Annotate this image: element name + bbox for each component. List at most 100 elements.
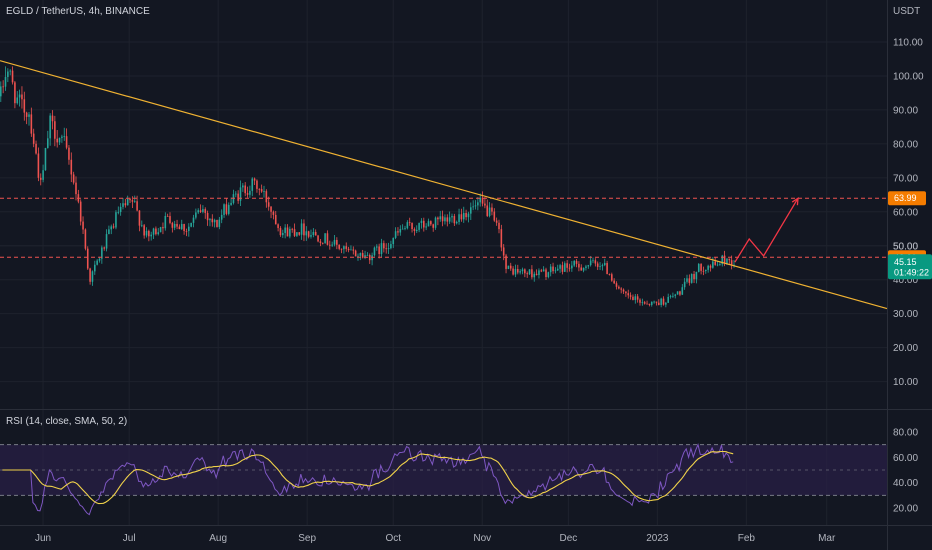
candle-body bbox=[502, 247, 505, 256]
candle-body bbox=[446, 217, 449, 222]
price-tick-label: 30.00 bbox=[893, 309, 918, 320]
candle-body bbox=[296, 232, 298, 236]
candle-body bbox=[526, 273, 528, 275]
candle-body bbox=[599, 266, 601, 268]
candle-body bbox=[359, 253, 362, 256]
candle-body bbox=[138, 210, 141, 226]
candle-body bbox=[484, 203, 486, 206]
rsi-pane bbox=[0, 442, 887, 516]
time-tick-label: Sep bbox=[298, 533, 316, 544]
candle-body bbox=[401, 228, 404, 230]
currency-label: USDT bbox=[893, 6, 920, 17]
candle-body bbox=[35, 143, 37, 154]
candle-body bbox=[279, 228, 282, 236]
candle-body bbox=[23, 99, 26, 113]
candle-body bbox=[373, 247, 376, 256]
candle-body bbox=[246, 193, 249, 195]
candle-body bbox=[672, 295, 674, 297]
candle-body bbox=[667, 296, 669, 303]
candle-body bbox=[82, 221, 84, 230]
candle-body bbox=[28, 114, 30, 117]
candle-body bbox=[75, 182, 77, 195]
candle-body bbox=[293, 229, 296, 236]
symbol-title: EGLD / TetherUS, 4h, BINANCE bbox=[6, 6, 150, 17]
candle-body bbox=[42, 170, 44, 180]
candle-body bbox=[119, 206, 122, 213]
candle-body bbox=[286, 227, 289, 237]
candle-body bbox=[521, 269, 524, 272]
candle-body bbox=[451, 216, 453, 218]
time-axis[interactable]: Jun Jul Aug Sep Oct Nov Dec 2023 Feb Mar bbox=[35, 533, 836, 544]
grid-lines bbox=[0, 0, 887, 525]
candle-body bbox=[387, 248, 390, 250]
candle-body bbox=[606, 263, 608, 274]
candle-body bbox=[592, 260, 594, 262]
candle-body bbox=[129, 198, 131, 201]
candle-body bbox=[185, 231, 188, 232]
candle-body bbox=[681, 287, 684, 295]
candle-body bbox=[171, 222, 174, 228]
candle-body bbox=[61, 136, 63, 138]
candle-body bbox=[338, 244, 340, 249]
candle-body bbox=[242, 185, 244, 188]
candle-body bbox=[218, 219, 221, 227]
candle-body bbox=[618, 286, 620, 289]
candle-body bbox=[453, 216, 456, 224]
candle-body bbox=[423, 220, 425, 228]
candle-body bbox=[535, 273, 538, 276]
candle-body bbox=[474, 205, 477, 207]
candle-body bbox=[533, 273, 536, 278]
candle-body bbox=[575, 260, 578, 264]
candle-body bbox=[622, 289, 625, 292]
candle-body bbox=[258, 188, 261, 190]
candle-body bbox=[500, 229, 503, 248]
candle-body bbox=[192, 217, 195, 223]
candle-body bbox=[124, 203, 127, 206]
candle-body bbox=[542, 269, 545, 272]
level-tag-text: 63.99 bbox=[894, 193, 917, 203]
candle-body bbox=[89, 268, 91, 282]
candle-body bbox=[620, 288, 622, 290]
candle-body bbox=[540, 270, 543, 272]
candle-body bbox=[331, 244, 333, 246]
candle-body bbox=[56, 138, 58, 143]
candle-body bbox=[702, 270, 705, 272]
candle-body bbox=[206, 212, 209, 221]
candle-body bbox=[282, 232, 284, 236]
candle-body bbox=[383, 243, 385, 249]
candle-body bbox=[133, 201, 136, 203]
candle-body bbox=[481, 197, 484, 204]
candle-body bbox=[719, 264, 721, 266]
candle-body bbox=[603, 263, 606, 266]
price-axis[interactable]: 110.00 100.00 90.00 80.00 70.00 60.00 50.00 40.… bbox=[893, 38, 924, 389]
candle-body bbox=[211, 218, 214, 223]
candle-body bbox=[547, 272, 550, 278]
candle-body bbox=[289, 228, 291, 237]
candle-body bbox=[7, 71, 9, 78]
candle-body bbox=[658, 302, 660, 305]
candle-body bbox=[176, 223, 178, 227]
candle-body bbox=[561, 265, 564, 272]
candle-body bbox=[366, 255, 369, 256]
candle-body bbox=[679, 291, 681, 295]
candle-body bbox=[122, 203, 124, 207]
candle-body bbox=[444, 217, 446, 222]
candle-body bbox=[639, 299, 641, 303]
candle-body bbox=[477, 202, 479, 206]
rsi-title: RSI (14, close, SMA, 50, 2) bbox=[6, 416, 127, 427]
candle-body bbox=[117, 212, 120, 213]
candle-body bbox=[110, 226, 113, 230]
candle-body bbox=[394, 231, 397, 238]
candle-body bbox=[392, 237, 395, 245]
candle-body bbox=[190, 222, 192, 227]
rsi-axis[interactable]: 80.00 60.00 40.00 20.00 bbox=[893, 428, 918, 515]
candle-body bbox=[568, 267, 571, 269]
candle-body bbox=[441, 216, 444, 222]
candle-body bbox=[84, 229, 87, 249]
candle-body bbox=[512, 268, 514, 275]
candle-body bbox=[615, 283, 618, 287]
trendline-layer bbox=[0, 60, 888, 310]
candle-body bbox=[531, 269, 533, 278]
price-tick-label: 40.00 bbox=[893, 275, 918, 286]
